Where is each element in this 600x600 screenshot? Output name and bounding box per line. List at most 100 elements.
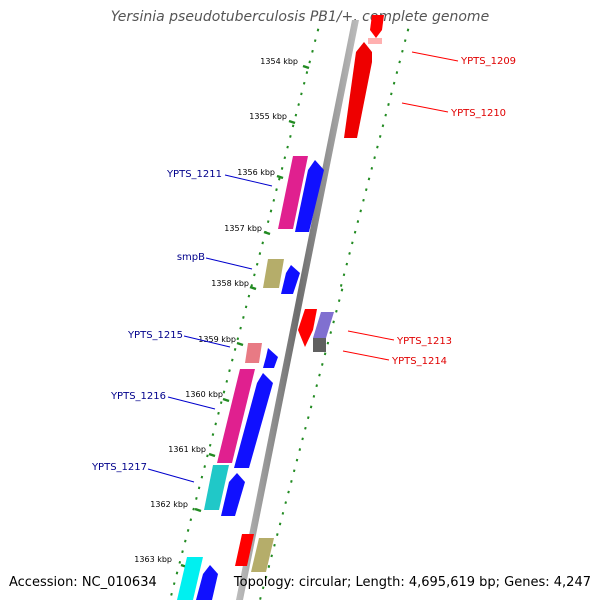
outer-right-track-dot xyxy=(387,103,390,106)
kbp-tick xyxy=(302,64,310,70)
gene-ypts-1217-mark xyxy=(204,465,229,510)
kbp-label-1354: 1354 kbp xyxy=(260,57,298,66)
inner-left-track-dot xyxy=(272,198,276,202)
inner-left-track-dot xyxy=(242,316,245,319)
inner-left-track-dot xyxy=(170,592,173,596)
inner-right-track-dot xyxy=(261,586,265,590)
leader-ypts-1211 xyxy=(224,174,273,187)
outer-right-track-dot xyxy=(362,198,365,202)
outer-right-track-dot xyxy=(370,166,374,170)
kbp-label-1360: 1360 kbp xyxy=(185,390,223,399)
genome-title: Yersinia pseudotuberculosis PB1/+, compl… xyxy=(110,9,490,25)
gene-label-ypts-1209[interactable]: YPTS_1209 xyxy=(460,56,516,67)
outer-right-track-dot xyxy=(403,39,407,43)
inner-right-track-dot xyxy=(315,384,318,388)
inner-left-track-dot xyxy=(197,486,201,490)
outer-right-track-dot xyxy=(376,145,379,149)
inner-left-track-dot xyxy=(280,166,284,170)
inner-left-track-dot xyxy=(308,60,311,64)
gene-ypts-1214-tail xyxy=(313,338,326,352)
inner-left-track-dot xyxy=(305,71,309,74)
inner-right-track-dot xyxy=(306,416,310,420)
inner-left-track-dot xyxy=(214,422,217,426)
inner-left-track-dot xyxy=(291,124,295,128)
inner-right-track-dot xyxy=(270,554,273,558)
kbp-tick xyxy=(194,507,202,513)
inner-left-track-dot xyxy=(266,220,270,224)
inner-left-track-dot xyxy=(195,497,198,500)
inner-left-track-dot xyxy=(200,475,204,479)
gene-label-ypts-1210[interactable]: YPTS_1210 xyxy=(450,108,506,119)
leader-ypts-1213 xyxy=(347,330,395,341)
gene-ypts-1216-partner-mark xyxy=(234,373,273,468)
gene-ypts-1216-mark xyxy=(217,369,255,463)
kbp-ticks xyxy=(180,64,310,569)
gene-ypts-1211-mark xyxy=(278,156,308,229)
inner-right-track-dot xyxy=(298,448,302,451)
gene-ypts-1210-mark xyxy=(344,42,372,138)
inner-left-track-dot xyxy=(208,443,212,447)
inner-right-track-dot xyxy=(312,394,316,398)
inner-right-track-dot xyxy=(292,469,296,473)
outer-right-track-dot xyxy=(339,283,343,287)
outer-right-track-dot xyxy=(364,188,368,192)
kbp-label-1359: 1359 kbp xyxy=(198,335,236,344)
outer-right-track-dot xyxy=(398,60,401,64)
inner-left-track-dot xyxy=(247,294,251,298)
inner-right-track-dot xyxy=(259,596,262,600)
inner-left-track-dot xyxy=(203,465,206,468)
inner-left-track-dot xyxy=(255,262,259,266)
inner-right-track-dot xyxy=(332,320,335,324)
inner-left-track-dot xyxy=(225,379,229,383)
kbp-tick xyxy=(276,174,284,180)
inner-left-track-dot xyxy=(261,241,264,245)
inner-left-track-dot xyxy=(300,92,303,96)
gene-ypts-1209-mark xyxy=(368,15,384,44)
inner-left-track-dot xyxy=(286,145,289,149)
kbp-label-1355: 1355 kbp xyxy=(249,112,287,121)
gene-ypts-1213-mark xyxy=(298,309,317,347)
inner-left-track-dot xyxy=(278,177,281,181)
inner-left-track-dot xyxy=(269,209,273,213)
inner-left-track-dot xyxy=(178,560,182,564)
forward-gene-khaki-lower xyxy=(251,538,274,572)
dotted-tracks xyxy=(170,28,410,600)
outer-right-track-dot xyxy=(392,81,396,85)
inner-left-track-dot xyxy=(313,39,317,43)
inner-right-track-dot xyxy=(276,533,279,536)
inner-right-track-dot xyxy=(290,480,293,483)
gene-label-ypts-1213[interactable]: YPTS_1213 xyxy=(396,336,452,347)
gene-ypts-1214-mark xyxy=(313,312,334,338)
gene-label-smpb[interactable]: smpB xyxy=(177,252,205,263)
leader-ypts-1217 xyxy=(147,468,195,483)
inner-left-track-dot xyxy=(192,507,195,511)
gene-ypts-1211-partner-mark xyxy=(295,160,324,232)
outer-right-track-dot xyxy=(342,273,346,277)
kbp-tick xyxy=(222,397,230,403)
kbp-label-1361: 1361 kbp xyxy=(168,445,206,454)
inner-right-track-dot xyxy=(321,363,324,366)
kbp-label-1363: 1363 kbp xyxy=(134,555,172,564)
inner-left-track-dot xyxy=(275,188,278,192)
gene-label-ypts-1217[interactable]: YPTS_1217 xyxy=(91,462,147,473)
gene-label-ypts-1214[interactable]: YPTS_1214 xyxy=(391,356,447,367)
outer-right-track-dot xyxy=(351,241,354,245)
inner-left-track-dot xyxy=(244,305,248,309)
outer-right-track-dot xyxy=(348,252,351,255)
inner-left-track-dot xyxy=(228,369,231,373)
inner-right-track-dot xyxy=(281,511,285,515)
reverse-gene-cyan-lower xyxy=(177,557,203,600)
leader-ypts-1215 xyxy=(183,335,231,348)
accession-text: Accession: NC_010634 xyxy=(9,575,157,590)
gene-label-ypts-1211[interactable]: YPTS_1211 xyxy=(166,169,222,180)
kbp-tick xyxy=(236,341,244,347)
leader-ypts-1210 xyxy=(401,102,449,113)
inner-right-track-dot xyxy=(329,331,333,334)
outer-right-track-dot xyxy=(353,230,357,234)
gene-label-ypts-1216[interactable]: YPTS_1216 xyxy=(110,391,166,402)
outer-right-track-dot xyxy=(395,71,399,74)
topology-text: Topology: circular; Length: 4,695,619 bp… xyxy=(233,575,591,590)
inner-left-track-dot xyxy=(206,454,209,458)
gene-label-ypts-1215[interactable]: YPTS_1215 xyxy=(127,330,183,341)
